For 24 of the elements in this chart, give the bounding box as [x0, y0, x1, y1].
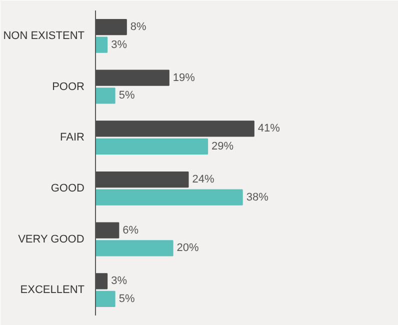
y-tick-label: GOOD — [50, 182, 85, 194]
data-label: 29% — [212, 140, 234, 152]
bar — [96, 290, 116, 308]
data-label: 3% — [111, 275, 128, 288]
y-tick-label: NON EXISTENT — [3, 30, 85, 42]
data-label: 41% — [258, 122, 280, 135]
bar — [96, 88, 116, 104]
y-tick-label: VERY GOOD — [18, 233, 84, 246]
y-tick-label: POOR — [52, 80, 85, 93]
bar — [96, 189, 243, 206]
data-label: 20% — [176, 242, 200, 254]
y-tick-label: FAIR — [60, 132, 85, 144]
data-label: 3% — [111, 38, 128, 51]
data-label: 24% — [192, 174, 214, 186]
y-tick-label: EXCELLENT — [20, 284, 85, 296]
data-label: 5% — [118, 292, 135, 305]
data-label: 5% — [118, 90, 135, 102]
bar — [96, 240, 174, 256]
data-label: 38% — [246, 191, 269, 204]
bar — [96, 36, 108, 53]
data-label: 19% — [172, 72, 196, 84]
data-label: 8% — [130, 21, 147, 34]
data-label: 6% — [122, 224, 139, 236]
bar — [96, 138, 208, 155]
